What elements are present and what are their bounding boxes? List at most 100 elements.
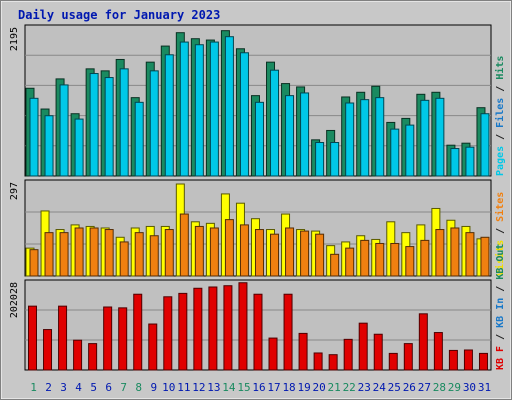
series-label: / [495, 328, 506, 346]
bar-kb-f [283, 293, 293, 371]
bar-sites [74, 227, 84, 277]
bar-sites [420, 239, 430, 277]
bar-kb-f [28, 305, 37, 371]
bar-sites [375, 242, 385, 277]
x-tick-label: 23 [358, 381, 371, 394]
bar-kb-f [73, 339, 83, 371]
bar-kb-f [313, 352, 323, 371]
bar-kb-f [433, 332, 443, 371]
bar-kb-f [88, 343, 98, 371]
bar-pages [405, 124, 415, 177]
x-tick-label: 27 [418, 381, 431, 394]
bar-sites [300, 230, 310, 277]
bar-sites [104, 229, 114, 277]
bar-sites [330, 253, 340, 277]
x-tick-label: 28 [433, 381, 446, 394]
bar-sites [450, 227, 460, 277]
series-label: / [495, 280, 506, 298]
bar-pages [89, 73, 99, 177]
series-label: KB Out [495, 244, 506, 280]
bar-sites [194, 225, 204, 277]
bar-pages [194, 44, 204, 177]
x-tick-label: 29 [448, 381, 461, 394]
series-labels-bottom: KB F / KB In / KB Out [495, 244, 506, 370]
x-tick-label: 15 [237, 381, 250, 394]
series-label: / [495, 128, 506, 146]
bar-kb-f [148, 323, 158, 371]
bar-sites [285, 227, 295, 277]
bar-pages [74, 118, 84, 177]
bar-pages [375, 97, 385, 177]
bar-kb-f [238, 282, 248, 371]
bar-pages [450, 148, 460, 177]
series-labels-middle: Visits / Sites [494, 192, 506, 276]
bar-sites [149, 235, 159, 277]
bar-kb-f [118, 307, 128, 371]
x-tick-label: 3 [60, 381, 67, 394]
x-tick-label: 16 [252, 381, 265, 394]
x-tick-label: 25 [388, 381, 401, 394]
bar-kb-f [418, 313, 428, 371]
x-tick-label: 18 [282, 381, 295, 394]
bar-sites [435, 229, 445, 277]
series-label: KB In [495, 298, 506, 328]
max-label-bottom: 202028 [9, 282, 20, 318]
bar-kb-f [463, 349, 473, 371]
bar-pages [465, 146, 475, 177]
x-tick-label: 14 [222, 381, 236, 394]
bar-pages [435, 97, 445, 177]
series-label: Sites [494, 192, 506, 222]
bar-kb-f [193, 287, 203, 371]
bar-pages [480, 113, 490, 177]
bar-pages [134, 101, 144, 177]
x-tick-label: 6 [105, 381, 112, 394]
bar-pages [345, 102, 355, 177]
x-tick-label: 1 [30, 381, 37, 394]
bar-kb-f [58, 305, 68, 371]
chart-title: Daily usage for January 2023 [18, 8, 220, 22]
bar-pages [104, 77, 114, 177]
bar-pages [164, 54, 174, 177]
bar-kb-f [223, 285, 233, 371]
series-label: / [495, 222, 506, 240]
x-tick-label: 5 [90, 381, 97, 394]
x-tick-label: 21 [328, 381, 341, 394]
bar-pages [360, 99, 370, 177]
x-tick-label: 17 [267, 381, 280, 394]
bar-kb-f [43, 329, 53, 371]
bar-kb-f [298, 332, 308, 371]
x-tick-label: 7 [120, 381, 127, 394]
bar-pages [390, 128, 400, 177]
bar-sites [405, 246, 415, 277]
x-tick-label: 24 [373, 381, 387, 394]
x-tick-label: 13 [207, 381, 220, 394]
bar-sites [480, 236, 490, 277]
bar-pages [179, 41, 189, 177]
bar-kb-f [268, 337, 278, 371]
bar-pages [254, 101, 264, 177]
series-label: Files [494, 98, 506, 128]
bar-kb-f [358, 322, 368, 371]
bar-sites [270, 233, 280, 277]
bar-sites [179, 213, 189, 277]
bar-pages [44, 115, 54, 177]
bar-pages [285, 95, 295, 177]
x-tick-label: 10 [162, 381, 175, 394]
x-tick-label: 20 [313, 381, 326, 394]
x-tick-label: 12 [192, 381, 205, 394]
bar-pages [420, 99, 430, 177]
bar-kb-f [253, 293, 263, 371]
bar-pages [59, 84, 69, 177]
bar-sites [89, 227, 99, 277]
panel-middle: 297 Visits / Sites [9, 179, 506, 277]
x-tick-label: 11 [177, 381, 190, 394]
bar-sites [239, 224, 249, 277]
x-tick-label: 8 [135, 381, 142, 394]
series-label: Hits [494, 56, 506, 80]
bar-sites [29, 249, 39, 277]
bar-pages [209, 41, 219, 177]
x-tick-label: 4 [75, 381, 82, 394]
bar-pages [300, 92, 310, 177]
bar-kb-f [403, 343, 413, 371]
